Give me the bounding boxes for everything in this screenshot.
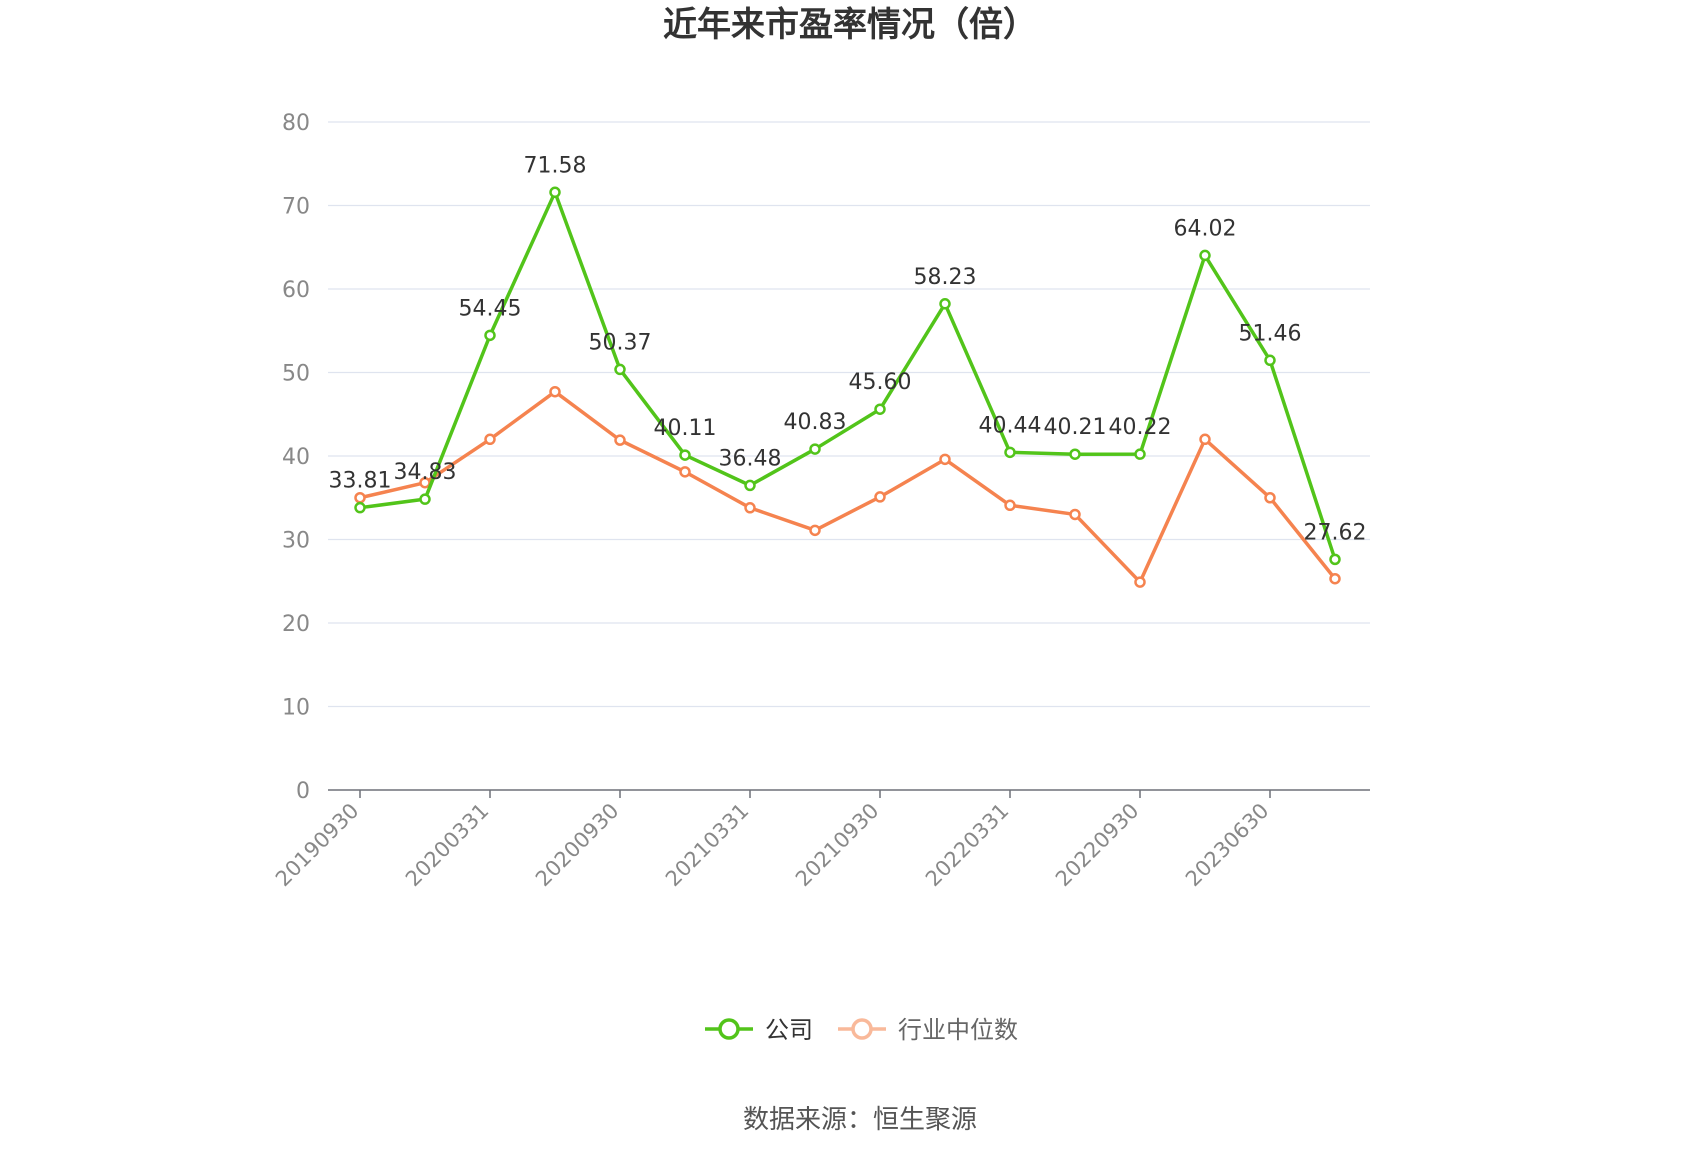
data-label: 71.58 — [524, 153, 587, 178]
data-label: 54.45 — [459, 296, 522, 321]
y-tick-label: 70 — [282, 195, 310, 220]
x-axis: 20190930 20200331 20200930 20210331 20210930… — [271, 789, 1370, 892]
legend[interactable]: 公司 行业中位数 — [705, 1016, 1018, 1044]
data-point — [1264, 492, 1276, 504]
y-tick-label: 50 — [282, 362, 310, 387]
data-point — [1329, 572, 1341, 585]
data-point — [679, 466, 691, 478]
data-label: 40.21 — [1044, 415, 1107, 440]
data-point — [809, 524, 821, 537]
series-line-1 — [359, 389, 1337, 584]
data-label: 40.22 — [1109, 415, 1172, 440]
data-point — [354, 492, 366, 504]
data-point — [614, 434, 626, 446]
x-tick-label: 20220930 — [1051, 799, 1144, 892]
data-point — [354, 501, 366, 514]
data-point — [1134, 576, 1146, 588]
data-label: 40.44 — [979, 413, 1042, 438]
x-tick-label: 20190930 — [271, 799, 364, 892]
data-point — [549, 385, 561, 398]
data-point — [1329, 553, 1341, 566]
data-label: 40.83 — [784, 410, 847, 435]
y-tick-label: 0 — [296, 779, 310, 804]
data-point — [419, 493, 431, 505]
data-point — [484, 433, 496, 446]
y-axis: 0 10 20 30 40 50 60 70 80 — [282, 111, 310, 804]
x-tick-label: 20200930 — [531, 799, 624, 892]
data-point — [1134, 448, 1146, 460]
data-point — [874, 403, 886, 415]
legend-item-0[interactable]: 公司 — [705, 1016, 813, 1044]
data-point — [614, 363, 626, 376]
data-point — [549, 186, 561, 199]
data-point — [744, 502, 756, 514]
x-tick-label: 20230630 — [1181, 799, 1274, 892]
data-point — [1264, 354, 1276, 367]
data-point — [1199, 249, 1211, 262]
x-tick-label: 20200331 — [401, 799, 494, 892]
chart-title: 近年来市盈率情况（倍） — [663, 5, 1037, 45]
data-point — [1069, 448, 1081, 460]
y-tick-label: 80 — [282, 111, 310, 136]
series-lines — [354, 186, 1341, 588]
data-point — [419, 476, 431, 489]
series-line-0 — [359, 190, 1337, 560]
data-labels: 33.81 34.83 54.45 71.58 50.37 40.1136.4840.83… — [329, 153, 1367, 545]
data-point — [1199, 433, 1211, 446]
data-point — [939, 453, 951, 466]
data-label: 50.37 — [589, 330, 652, 355]
y-tick-label: 60 — [282, 278, 310, 303]
y-tick-label: 20 — [282, 612, 310, 637]
data-source-note: 数据来源：恒生聚源 — [743, 1105, 977, 1135]
data-point — [1069, 508, 1081, 521]
data-label: 33.81 — [329, 469, 392, 494]
data-point — [679, 449, 691, 461]
x-tick-label: 20210331 — [661, 799, 754, 892]
legend-item-1[interactable]: 行业中位数 — [838, 1016, 1018, 1044]
legend-label: 公司 — [765, 1016, 813, 1044]
data-label: 64.02 — [1174, 216, 1237, 241]
data-point — [809, 443, 821, 455]
y-tick-label: 40 — [282, 445, 310, 470]
data-point — [874, 491, 886, 503]
data-point — [1004, 446, 1016, 459]
data-point — [939, 298, 951, 310]
grid-lines — [328, 121, 1370, 708]
y-tick-label: 10 — [282, 696, 310, 721]
legend-marker — [718, 1018, 740, 1040]
data-label: 51.46 — [1239, 321, 1302, 346]
data-point — [484, 329, 496, 342]
y-tick-label: 30 — [282, 529, 310, 554]
data-label: 36.48 — [719, 446, 782, 471]
x-tick-label: 20210930 — [791, 799, 884, 892]
legend-marker — [851, 1018, 873, 1040]
data-label: 45.60 — [849, 370, 912, 395]
legend-label: 行业中位数 — [898, 1016, 1018, 1044]
data-point — [744, 479, 756, 492]
data-label: 58.23 — [914, 265, 977, 290]
data-label: 34.83 — [394, 460, 457, 485]
x-tick-label: 20220331 — [921, 799, 1014, 892]
data-point — [1004, 499, 1016, 512]
data-label: 27.62 — [1304, 520, 1367, 545]
data-label: 40.11 — [654, 416, 717, 441]
